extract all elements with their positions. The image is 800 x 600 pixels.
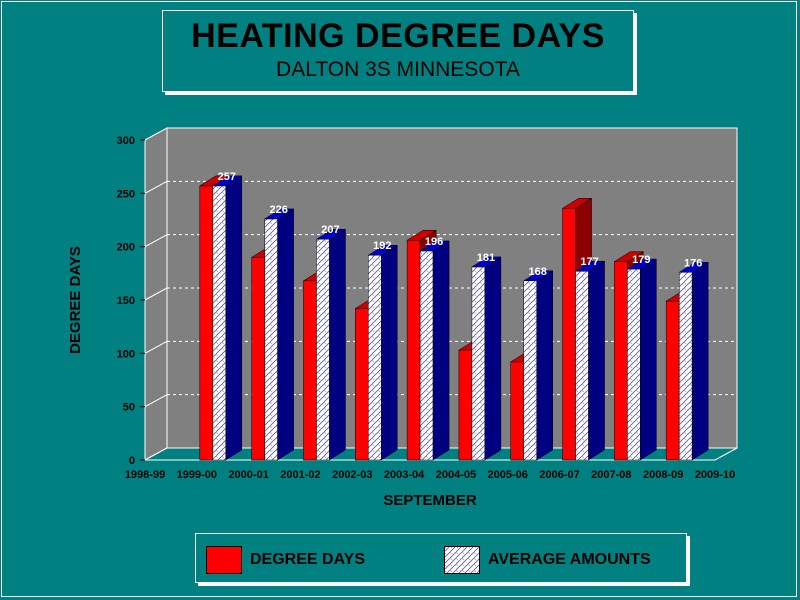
average-bar-side [277,208,294,461]
average-bar-side [640,258,657,461]
legend-label-degree-days: DEGREE DAYS [250,551,365,568]
data-label: 192 [373,240,391,252]
average-bar-side [536,270,553,461]
data-label: 196 [425,236,443,248]
x-tick-label: 1998-99 [125,469,165,481]
average-bar-front [678,272,693,461]
average-bar-side [691,261,709,461]
y-axis-label: DEGREE DAYS [67,246,84,354]
x-tick-label: 2008-09 [643,469,683,481]
degree-days-bar-front [562,208,576,461]
average-bar-side [329,228,346,461]
x-tick-label: 2007-08 [591,469,631,481]
data-label: 181 [477,252,495,264]
degree-days-bar-front [665,300,680,461]
average-bar-top [678,262,710,273]
average-bar-top [626,258,658,270]
y-tick-label: 250 [117,188,135,200]
average-bar-side [484,256,502,461]
average-bar-front [212,185,227,461]
data-label: 207 [321,224,339,236]
y-tick-label: 100 [117,348,135,360]
x-tick-label: 2009-10 [695,469,735,481]
degree-days-bar-top [406,230,437,241]
legend-label-average: AVERAGE AMOUNTS [488,551,651,568]
average-bar-front [523,280,537,461]
gridline-left [144,340,168,354]
gridline-left [144,287,168,301]
degree-days-bar-front [614,261,628,461]
y-tick-label: 50 [123,402,135,414]
x-axis-label: SEPTEMBER [383,492,477,509]
legend-item-degree-days: DEGREE DAYS [206,545,365,575]
data-label: 257 [218,171,236,183]
average-bar-front [264,218,278,461]
legend: DEGREE DAYS AVERAGE AMOUNTS [195,533,687,583]
data-label: 168 [529,266,547,278]
average-bar-front [627,268,641,461]
x-tick-label: 2003-04 [384,469,425,481]
average-bar-front [575,270,589,461]
degree-days-bar-front [251,257,265,461]
data-label: 176 [684,257,702,269]
gridline-left [144,234,168,248]
average-bar-side [588,260,605,461]
degree-days-bar-front [510,361,524,461]
chart-title: HEATING DEGREE DAYS [191,17,605,55]
average-bar-front [316,238,330,461]
y-tick-label: 150 [117,295,135,307]
degree-days-bar-front [406,240,421,461]
legend-item-average: AVERAGE AMOUNTS [444,545,651,575]
average-bar-side [381,244,398,461]
data-label: 226 [269,204,287,216]
x-tick-label: 2000-01 [228,469,268,481]
degree-days-bar-top [613,251,645,262]
average-bar-front [471,266,486,461]
x-tick-label: 2002-03 [332,469,372,481]
degree-days-bar-front [303,280,317,461]
average-bar-side [225,175,243,461]
average-bar-side [432,240,450,461]
average-bar-top [211,175,243,187]
average-bar-top [367,244,399,256]
data-label: 179 [632,254,650,266]
x-tick-label: 1999-00 [177,469,217,481]
average-bar-top [419,240,450,252]
gridline-left [144,180,168,194]
average-bar-top [471,256,502,268]
degree-days-bar-front [199,185,214,461]
average-bar-top [315,228,347,240]
x-tick-label: 2004-05 [436,469,476,481]
gridline-left [144,394,168,408]
x-tick-label: 2005-06 [488,469,528,481]
x-tick-label: 2001-02 [280,469,320,481]
average-bar-top [574,260,606,272]
average-bar-top [522,270,554,282]
average-bar-front [419,250,434,461]
data-label: 177 [580,256,598,268]
degree-days-bar-front [355,308,369,461]
y-tick-label: 200 [117,242,135,254]
average-bar-top [263,208,295,220]
degree-days-bar-front [458,349,473,461]
chart-subtitle: DALTON 3S MINNESOTA [276,58,520,81]
legend-swatch-average [444,546,480,574]
average-bar-front [368,254,382,461]
y-tick-label: 0 [129,455,135,467]
degree-days-bar-top [561,198,593,209]
title-box: HEATING DEGREE DAYS DALTON 3S MINNESOTA [162,10,634,92]
y-tick-label: 300 [117,135,135,147]
legend-swatch-degree-days [206,546,242,574]
x-tick-label: 2006-07 [539,469,579,481]
